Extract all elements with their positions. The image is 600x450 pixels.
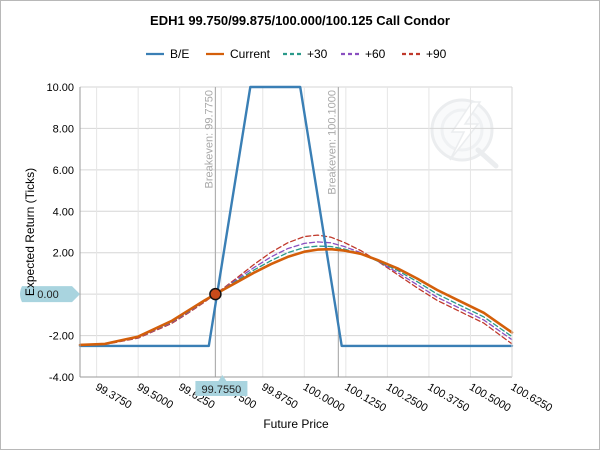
legend-label: +60 [365,47,386,61]
x-tick-label: 99.3750 [93,381,133,411]
series-line-90 [79,234,513,346]
series-line-b-e [78,85,514,348]
x-tick-label: 100.5000 [467,381,513,414]
legend-label: +90 [426,47,447,61]
x-tick-label: 99.8750 [259,381,299,411]
current-point-marker[interactable] [209,287,222,301]
x-tick-label: 100.2500 [384,381,430,414]
chart-title: EDH1 99.750/99.875/100.000/100.125 Call … [150,13,450,28]
y-tick-label: -4.00 [49,372,74,384]
y-tick-label: 4.00 [53,206,74,218]
series-line-60 [79,241,513,346]
axes [79,87,513,378]
x-tick-label: 100.6250 [509,381,555,414]
y-tick-label: 10.00 [46,82,74,94]
legend-item[interactable]: +90 [402,47,447,61]
legend-label: +30 [307,47,328,61]
y-tick-label: 6.00 [53,165,74,177]
legend-item[interactable]: +60 [341,47,386,61]
x-value-badge[interactable]: 99.7550 [195,375,248,396]
legend[interactable]: B/E Current +30 +60 +90 [146,47,447,61]
y-badge-shape [20,286,80,303]
y-value-badge[interactable]: 0.00 [20,286,80,303]
y-badge-label: 0.00 [37,289,58,301]
x-tick-label: 100.3750 [425,381,471,414]
legend-label: B/E [170,47,189,61]
y-tick-label: 8.00 [53,123,74,135]
legend-item[interactable]: B/E [146,47,189,61]
x-tick-label: 100.0000 [301,381,347,414]
y-tick-label: -2.00 [49,331,74,343]
x-badge-label: 99.7550 [202,384,242,396]
breakeven-label: Breakeven: 100.1000 [326,90,338,195]
legend-item[interactable]: Current [206,47,271,61]
y-axis-ticks: -4.00 -2.00 2.00 4.00 6.00 8.00 10.00 [46,82,74,384]
legend-item[interactable]: +30 [283,47,328,61]
legend-label: Current [230,47,271,61]
x-tick-label: 100.1250 [342,381,388,414]
series-layer [78,85,514,348]
breakeven-lines: Breakeven: 99.7750 Breakeven: 100.1000 [203,87,339,377]
breakeven-label: Breakeven: 99.7750 [203,90,215,188]
watermark-logo-icon [430,98,499,169]
x-axis-ticks: 99.3750 99.5000 99.6250 99.7500 99.8750 100.0… [93,381,554,414]
x-tick-label: 99.5000 [135,381,175,411]
series-line-current [78,247,514,347]
x-badge-shape [195,375,248,396]
y-tick-label: 2.00 [53,248,74,260]
x-axis-label: Future Price [263,417,329,431]
y-axis-label: Expected Return (Ticks) [23,168,37,296]
markers[interactable]: 0.00 99.7550 [20,286,248,396]
